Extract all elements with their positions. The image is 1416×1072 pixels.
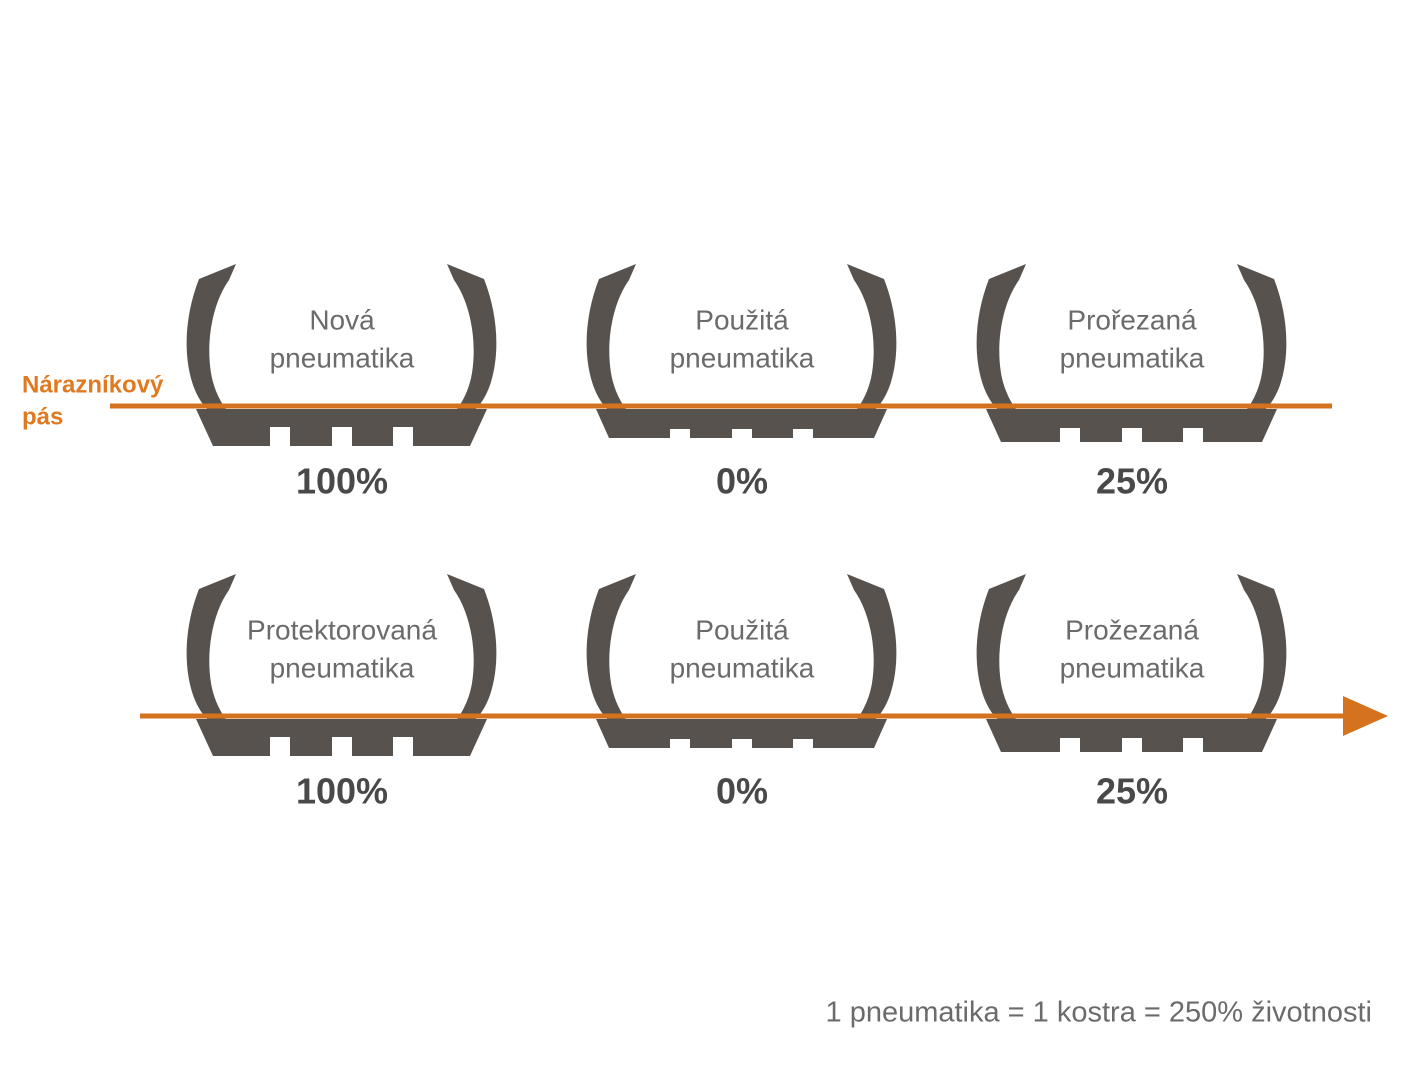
sidewall-left [976, 574, 1026, 728]
sidewall-right [447, 264, 497, 418]
tire-body-prozezana [976, 574, 1287, 752]
belt-label-line1: Nárazníkový [22, 371, 164, 398]
tire-body-nova [186, 264, 497, 446]
tire-label-line1: Použitá [695, 614, 789, 645]
tire-prorezana: Prořezaná pneumatika 25% [976, 264, 1287, 502]
tire-prozezana: Prožezaná pneumatika 25% [976, 574, 1287, 812]
sidewall-right [1237, 264, 1287, 418]
belt-label: Nárazníkový pás [22, 371, 164, 430]
tire-label-line1: Nová [309, 304, 375, 335]
tire-percent: 100% [296, 771, 388, 812]
tire-percent: 25% [1096, 771, 1168, 812]
tire-label-line1: Prořezaná [1067, 304, 1197, 335]
tread-block-worn [596, 409, 887, 438]
tire-nova: Nová pneumatika 100% [186, 264, 497, 502]
tire-body-pouzita-2 [586, 574, 897, 748]
tire-label-line2: pneumatika [270, 342, 415, 373]
tire-label-line1: Použitá [695, 304, 789, 335]
sidewall-right [1237, 574, 1287, 728]
tire-label-line1: Protektorovaná [247, 614, 437, 645]
tire-label-line2: pneumatika [670, 342, 815, 373]
tire-label-line2: pneumatika [1060, 652, 1205, 683]
tire-percent: 25% [1096, 461, 1168, 502]
tire-row-2: Protektorovaná pneumatika 100% Použitá p… [140, 574, 1388, 812]
tire-pouzita-2: Použitá pneumatika 0% [586, 574, 897, 812]
tire-percent: 100% [296, 461, 388, 502]
tread-block-full [196, 409, 487, 446]
tire-label-line1: Prožezaná [1065, 614, 1199, 645]
tread-block-full [196, 719, 487, 756]
tire-body-protektorovana [186, 574, 497, 756]
sidewall-right [847, 574, 897, 728]
footer-caption: 1 pneumatika = 1 kostra = 250% životnost… [826, 997, 1372, 1029]
sidewall-left [586, 264, 636, 418]
sidewall-left [186, 264, 236, 418]
tread-block-regrooved [986, 719, 1277, 752]
tire-label-line2: pneumatika [1060, 342, 1205, 373]
tread-block-regrooved [986, 409, 1277, 442]
sidewall-left [586, 574, 636, 728]
tire-label-line2: pneumatika [670, 652, 815, 683]
tire-percent: 0% [716, 461, 768, 502]
tire-percent: 0% [716, 771, 768, 812]
sidewall-right [447, 574, 497, 728]
tire-row-1: Nová pneumatika 100% Použitá pneumatika … [22, 264, 1332, 502]
tire-protektorovana: Protektorovaná pneumatika 100% [186, 574, 497, 812]
tire-label-line2: pneumatika [270, 652, 415, 683]
sidewall-left [186, 574, 236, 728]
belt-label-line2: pás [22, 403, 63, 430]
tire-body-pouzita [586, 264, 897, 438]
tread-block-worn [596, 719, 887, 748]
tire-pouzita: Použitá pneumatika 0% [586, 264, 897, 502]
tire-body-prorezana [976, 264, 1287, 442]
sidewall-right [847, 264, 897, 418]
sidewall-left [976, 264, 1026, 418]
